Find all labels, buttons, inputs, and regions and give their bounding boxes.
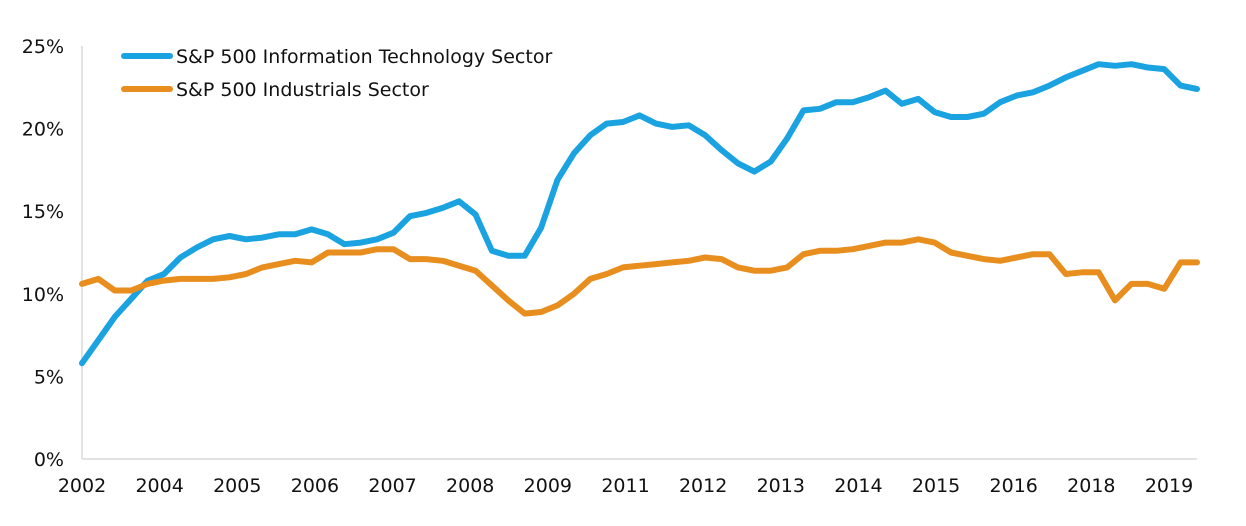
legend: S&P 500 Information Technology Sector S&… <box>121 46 552 101</box>
series-lines <box>79 61 1200 367</box>
x-tick-label: 2013 <box>757 475 805 497</box>
y-tick-labels: 0% 5% 10% 15% 20% 25% <box>22 36 64 471</box>
y-tick-label: 20% <box>22 119 64 141</box>
x-tick-label: 2008 <box>446 475 494 497</box>
legend-label-industrials: S&P 500 Industrials Sector <box>176 79 429 101</box>
y-tick-label: 15% <box>22 201 64 223</box>
x-tick-label: 2009 <box>524 475 572 497</box>
series-line-information-technology <box>79 61 1200 367</box>
x-tick-label: 2014 <box>834 475 882 497</box>
axes <box>81 46 1197 460</box>
series-line-industrials <box>79 236 1200 317</box>
x-tick-label: 2012 <box>679 475 727 497</box>
x-tick-label: 2006 <box>291 475 339 497</box>
x-tick-label: 2002 <box>58 475 106 497</box>
x-tick-label: 2011 <box>601 475 649 497</box>
x-tick-label: 2019 <box>1145 475 1193 497</box>
y-tick-label: 0% <box>34 449 64 471</box>
x-tick-label: 2004 <box>135 475 183 497</box>
x-tick-label: 2015 <box>912 475 960 497</box>
x-tick-labels: 2002 2004 2005 2006 2007 2008 2009 2011 2012 2013… <box>58 475 1193 497</box>
y-tick-label: 25% <box>22 36 64 58</box>
y-tick-label: 10% <box>22 284 64 306</box>
legend-label-it: S&P 500 Information Technology Sector <box>176 46 552 68</box>
x-tick-label: 2018 <box>1067 475 1115 497</box>
x-tick-label: 2007 <box>368 475 416 497</box>
y-tick-label: 5% <box>34 366 64 388</box>
x-tick-label: 2016 <box>990 475 1038 497</box>
x-tick-label: 2005 <box>213 475 261 497</box>
